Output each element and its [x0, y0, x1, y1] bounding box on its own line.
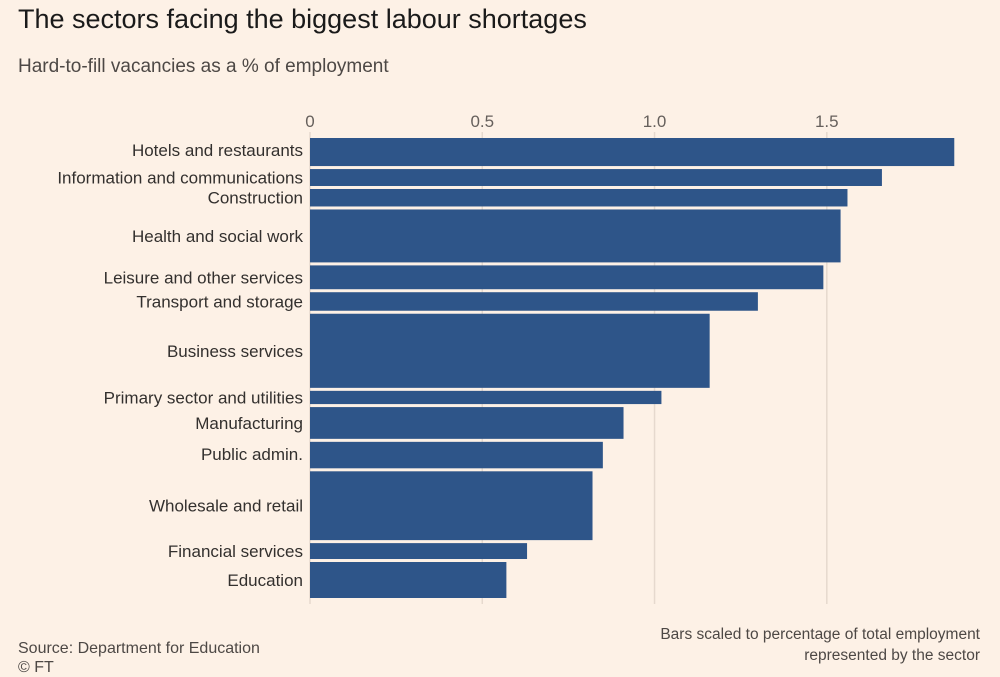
category-label: Education — [227, 571, 303, 590]
chart-subtitle: Hard-to-fill vacancies as a % of employm… — [18, 56, 389, 77]
x-tick-label: 1.5 — [815, 112, 839, 131]
scaling-note-line-1: Bars scaled to percentage of total emplo… — [660, 626, 980, 643]
category-label: Manufacturing — [195, 414, 303, 433]
bar — [310, 188, 848, 207]
bar — [310, 169, 882, 186]
category-label: Information and communications — [57, 169, 303, 188]
category-label: Transport and storage — [136, 292, 303, 311]
source-note: Source: Department for Education — [18, 640, 260, 657]
copyright-note: © FT — [18, 659, 54, 676]
bar — [310, 543, 528, 560]
category-label: Leisure and other services — [104, 268, 303, 287]
category-label: Hotels and restaurants — [132, 141, 303, 160]
bar — [310, 562, 507, 598]
bar — [310, 265, 824, 290]
bar — [310, 138, 955, 167]
bar — [310, 390, 662, 405]
scaling-note: Bars scaled to percentage of total emplo… — [560, 624, 980, 666]
x-tick-label: 0 — [305, 112, 314, 131]
bar — [310, 407, 624, 439]
bar — [310, 292, 758, 311]
category-label: Public admin. — [201, 445, 303, 464]
category-label: Wholesale and retail — [149, 497, 303, 516]
x-tick-label: 1.0 — [643, 112, 667, 131]
category-label: Construction — [208, 189, 303, 208]
scaling-note-line-2: represented by the sector — [804, 647, 980, 664]
bar — [310, 209, 841, 263]
x-tick-label: 0.5 — [470, 112, 494, 131]
category-label: Primary sector and utilities — [104, 388, 303, 407]
category-label: Health and social work — [132, 227, 304, 246]
category-label: Business services — [167, 342, 303, 361]
bar — [310, 313, 710, 388]
bar — [310, 441, 603, 469]
category-label: Financial services — [168, 542, 303, 561]
bar — [310, 471, 593, 541]
chart-title: The sectors facing the biggest labour sh… — [18, 4, 587, 34]
